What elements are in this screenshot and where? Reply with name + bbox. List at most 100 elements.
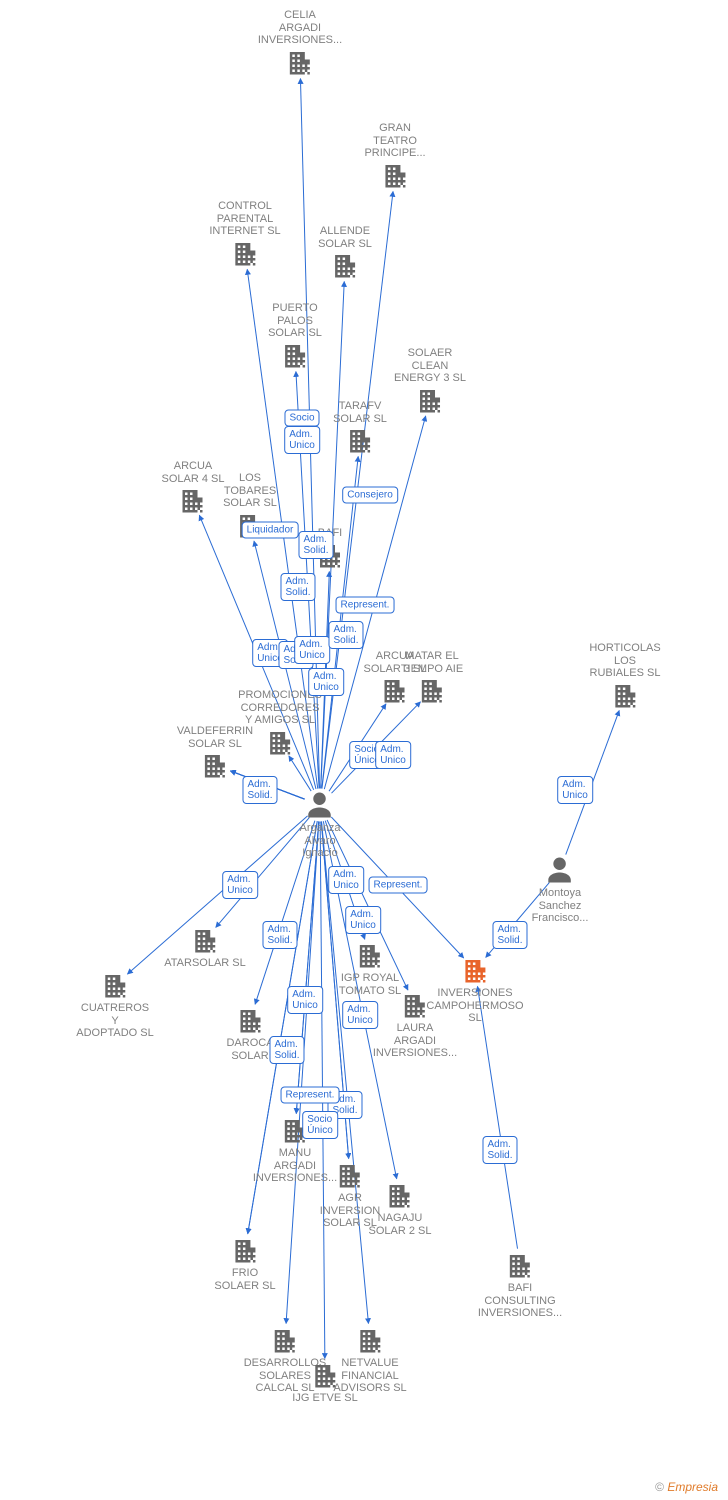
edge-label-arganza-agr-27: Adm.Solid.: [269, 1036, 304, 1064]
edge-arganza-ijg: [320, 821, 325, 1358]
node-label: ALLENDESOLAR SL: [318, 225, 372, 250]
node-granteatro[interactable]: GRANTEATROPRINCIPE...: [364, 122, 425, 192]
brand-name: Empresia: [667, 1480, 718, 1494]
building-icon: [400, 990, 430, 1020]
edge-label-montoya-horti-35: Adm.Unico: [557, 776, 593, 804]
node-control[interactable]: CONTROLPARENTALINTERNET SL: [209, 200, 280, 270]
edge-arganza-celia: [300, 78, 319, 788]
node-montoya[interactable]: MontoyaSanchezFrancisco...: [532, 855, 589, 925]
node-label: NAGAJUSOLAR 2 SL: [369, 1212, 432, 1237]
node-baficons[interactable]: BAFICONSULTINGINVERSIONES...: [478, 1250, 562, 1320]
building-icon: [355, 1325, 385, 1355]
building-icon: [190, 925, 220, 955]
building-icon: [385, 1180, 415, 1210]
edge-arganza-manu: [296, 821, 318, 1113]
node-frio[interactable]: FRIOSOLAER SL: [214, 1235, 275, 1292]
node-label: ArganzaAlvaroIgnacio: [300, 822, 341, 860]
edge-label-arganza-arcua3-10: SocioÚnico: [349, 741, 385, 769]
node-label: ARCUASOLAR 4 SL: [162, 460, 225, 485]
node-atarsolar[interactable]: ATARSOLAR SL: [164, 925, 246, 970]
node-label: MATAR ELTIEMPO AIE: [401, 650, 463, 675]
node-label: PUERTOPALOSSOLAR SL: [268, 302, 322, 340]
building-icon: [280, 1115, 310, 1145]
node-label: BAFI: [315, 527, 345, 540]
node-label: TARAFVSOLAR SL: [333, 400, 387, 425]
person-icon: [545, 855, 575, 885]
building-icon: [235, 510, 265, 540]
edge-label-arganza-inversiones-22: Represent.: [369, 877, 428, 894]
edge-arganza-manu: [296, 821, 318, 1113]
node-puerto[interactable]: PUERTOPALOSSOLAR SL: [268, 302, 322, 372]
node-label: VALDEFERRINSOLAR SL: [177, 725, 253, 750]
building-icon: [505, 1250, 535, 1280]
building-icon: [310, 1360, 340, 1390]
edge-label-arganza-atarsolar-20: Adm.Unico: [222, 871, 258, 899]
edge-label-arganza-valdef-15: Adm.Unico: [294, 636, 330, 664]
building-icon: [610, 680, 640, 710]
node-horti[interactable]: HORTICOLASLOSRUBIALES SL: [589, 642, 660, 712]
edge-label-arganza-tarafv-6: Represent.: [336, 597, 395, 614]
edge-arganza-desarr: [286, 821, 319, 1323]
edge-arganza-promo: [289, 756, 311, 791]
node-label: LOSTOBARESSOLAR SL: [223, 472, 277, 510]
building-icon: [270, 1325, 300, 1355]
building-icon: [230, 238, 260, 268]
node-label: FRIOSOLAER SL: [214, 1267, 275, 1292]
person-icon: [305, 790, 335, 820]
node-matar[interactable]: MATAR ELTIEMPO AIE: [401, 650, 463, 707]
node-celia[interactable]: CELIAARGADIINVERSIONES...: [258, 9, 342, 79]
edge-label-arganza-promo-12: Adm.Solid.: [280, 573, 315, 601]
node-nagaju[interactable]: NAGAJUSOLAR 2 SL: [369, 1180, 432, 1237]
building-icon: [415, 385, 445, 415]
building-icon: [280, 340, 310, 370]
building-icon: [265, 727, 295, 757]
footer-copyright: © Empresia: [655, 1480, 718, 1494]
node-arganza[interactable]: ArganzaAlvaroIgnacio: [300, 790, 341, 860]
edge-montoya-horti: [566, 710, 620, 854]
edge-arganza-solaer3: [324, 416, 425, 789]
building-icon: [235, 1005, 265, 1035]
edge-label-arganza-valdef-14: Adm.Solid.: [278, 641, 313, 669]
building-icon: [285, 47, 315, 77]
edge-label-arganza-valdef-17: Adm.Solid.: [328, 621, 363, 649]
building-icon: [178, 485, 208, 515]
edge-arganza-arcua3: [329, 704, 386, 791]
building-icon: [330, 250, 360, 280]
node-daroc[interactable]: DAROCASOLAR: [226, 1005, 273, 1062]
building-icon: [417, 675, 447, 705]
node-arcua4[interactable]: ARCUASOLAR 4 SL: [162, 460, 225, 517]
node-label: CONTROLPARENTALINTERNET SL: [209, 200, 280, 238]
node-label: BAFICONSULTINGINVERSIONES...: [478, 1282, 562, 1320]
building-icon: [335, 1160, 365, 1190]
edge-arganza-inversiones: [331, 817, 463, 958]
node-cuatreros[interactable]: CUATREROSYADOPTADO SL: [76, 970, 153, 1040]
edge-arganza-atarsolar: [216, 818, 310, 928]
edge-arganza-tarafv: [322, 456, 358, 788]
node-solaer3[interactable]: SOLAERCLEANENERGY 3 SL: [394, 347, 466, 417]
edge-label-arganza-daroc-23: Adm.Solid.: [262, 921, 297, 949]
node-label: ATARSOLAR SL: [164, 957, 246, 970]
node-label: HORTICOLASLOSRUBIALES SL: [589, 642, 660, 680]
node-label: MontoyaSanchezFrancisco...: [532, 887, 589, 925]
edge-arganza-bafi1: [321, 571, 330, 788]
node-lostobares[interactable]: LOSTOBARESSOLAR SL: [223, 472, 277, 542]
edge-label-baficons-inversiones-37: Adm.Solid.: [482, 1136, 517, 1164]
node-tarafv[interactable]: TARAFVSOLAR SL: [333, 400, 387, 457]
node-bafi1[interactable]: BAFI: [315, 527, 345, 572]
building-icon: [200, 750, 230, 780]
node-laura[interactable]: LAURAARGADIINVERSIONES...: [373, 990, 457, 1060]
edge-label-montoya-inversiones-36: Adm.Solid.: [492, 921, 527, 949]
node-ijg[interactable]: IJG ETVE SL: [292, 1360, 357, 1405]
node-label: GRANTEATROPRINCIPE...: [364, 122, 425, 160]
node-label: PROMOCIONESCORREDORESY AMIGOS SL: [238, 689, 322, 727]
building-icon: [345, 425, 375, 455]
node-label: CELIAARGADIINVERSIONES...: [258, 9, 342, 47]
edge-label-arganza-celia-0: Adm.Unico: [284, 426, 320, 454]
edge-label-arganza-valdef-13: Adm.Unico: [252, 639, 288, 667]
node-valdef[interactable]: VALDEFERRINSOLAR SL: [177, 725, 253, 782]
node-igproyal[interactable]: IGP ROYALTOMATO SL: [339, 940, 401, 997]
building-icon: [355, 940, 385, 970]
edge-label-arganza-puerto-4: Socio: [284, 410, 319, 427]
node-allende[interactable]: ALLENDESOLAR SL: [318, 225, 372, 282]
edge-label-arganza-matar-11: Adm.Unico: [375, 741, 411, 769]
